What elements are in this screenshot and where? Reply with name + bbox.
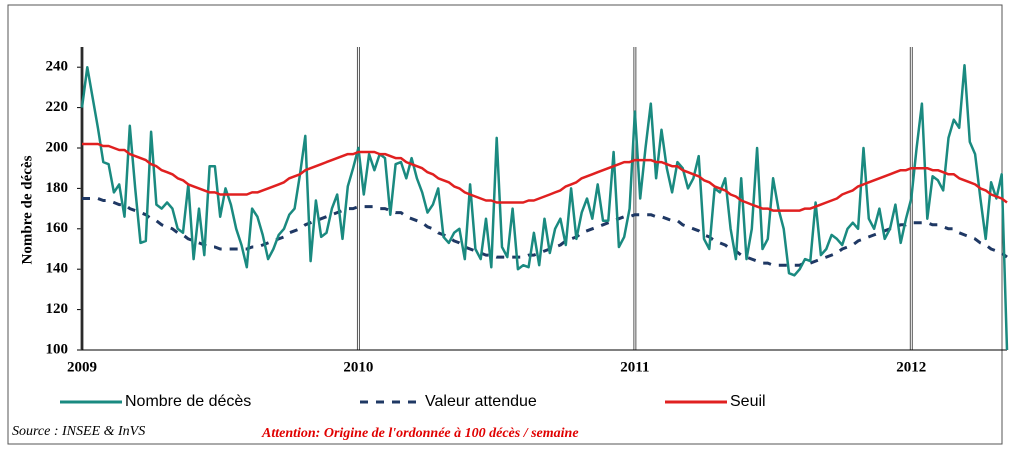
- y-tick-label: 120: [46, 301, 69, 317]
- series-line: [80, 63, 1009, 351]
- y-tick-label: 140: [46, 261, 69, 277]
- y-tick-label: 160: [46, 220, 69, 236]
- chart-frame: [7, 4, 1003, 445]
- source: Source : INSEE & InVS: [12, 424, 145, 439]
- x-tick-label: 2011: [620, 359, 649, 375]
- y-tick-label: 100: [46, 341, 69, 357]
- series-line: [82, 197, 1008, 267]
- y-tick-label: 180: [46, 180, 69, 196]
- x-tick-label: 2012: [896, 359, 926, 375]
- legend-label: Nombre de décès: [125, 393, 251, 410]
- x-tick-label: 2010: [343, 359, 373, 375]
- y-tick-label: 240: [46, 59, 69, 75]
- y-axis-title: Nombre de décès: [19, 155, 35, 264]
- note: Attention: Origine de l'ordonnée à 100 d…: [261, 426, 579, 441]
- legend-label: Valeur attendue: [425, 393, 537, 410]
- series-line: [82, 142, 1008, 212]
- y-tick-label: 220: [46, 99, 69, 115]
- y-tick-label: 200: [46, 139, 69, 155]
- x-tick-label: 2009: [67, 359, 97, 375]
- legend-label: Seuil: [730, 393, 766, 410]
